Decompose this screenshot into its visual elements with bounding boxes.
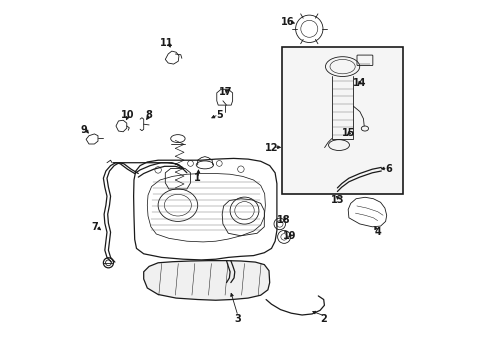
Text: 12: 12 (264, 143, 278, 153)
Text: 3: 3 (233, 314, 240, 324)
Text: 14: 14 (352, 78, 366, 88)
Polygon shape (133, 158, 276, 260)
Text: 16: 16 (281, 17, 294, 27)
Text: 2: 2 (320, 314, 326, 324)
Polygon shape (143, 261, 269, 300)
Text: 17: 17 (219, 87, 232, 97)
Text: 7: 7 (92, 222, 98, 232)
Text: 13: 13 (331, 195, 344, 205)
Text: 11: 11 (160, 38, 174, 48)
Text: 5: 5 (216, 110, 222, 120)
Text: 10: 10 (121, 110, 134, 120)
Text: 1: 1 (194, 173, 201, 183)
Text: 19: 19 (282, 231, 296, 241)
Text: 8: 8 (145, 110, 152, 120)
Text: 15: 15 (342, 128, 355, 138)
Bar (282, 47, 402, 194)
Text: 18: 18 (277, 215, 290, 225)
Text: 9: 9 (81, 125, 87, 135)
Text: 4: 4 (373, 227, 380, 237)
Text: 6: 6 (385, 164, 391, 174)
